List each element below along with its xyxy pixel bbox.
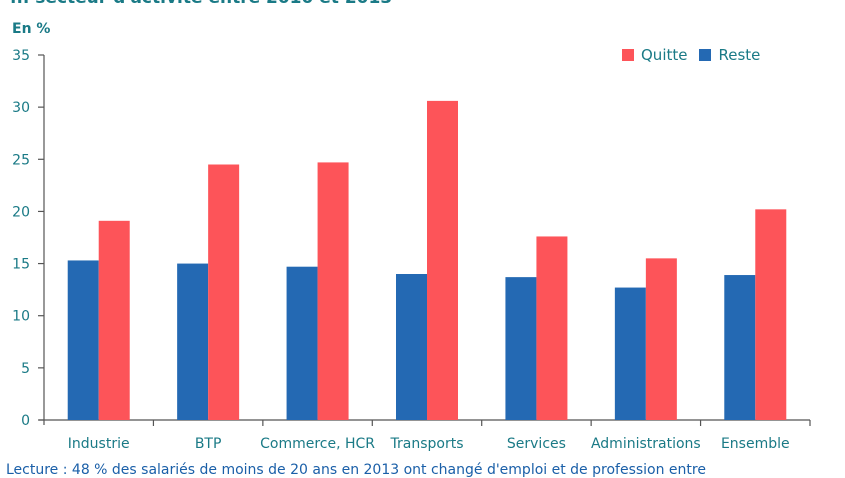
bar-reste-0: [67, 260, 99, 420]
x-tick-label: BTP: [195, 436, 222, 452]
bar-quitte-5: [645, 258, 677, 420]
x-tick-label: Transports: [390, 436, 464, 452]
y-tick-label: 30: [12, 100, 30, 116]
bar-reste-6: [724, 275, 756, 420]
legend-label-quitte: Quitte: [641, 46, 688, 64]
legend-item-reste: Reste: [699, 46, 760, 64]
bar-reste-1: [177, 263, 209, 420]
chart-title: ... secteur d'activité entre 2010 et 201…: [10, 0, 392, 8]
x-tick-label: Services: [507, 436, 566, 452]
bar-quitte-1: [208, 164, 240, 420]
legend: Quitte Reste: [622, 46, 772, 64]
y-tick-label: 10: [12, 309, 30, 325]
bar-quitte-6: [755, 209, 787, 420]
y-tick-label: 25: [12, 152, 30, 168]
bar-quitte-2: [317, 162, 349, 420]
legend-item-quitte: Quitte: [622, 46, 687, 64]
bar-quitte-4: [536, 236, 568, 420]
x-tick-label: Ensemble: [721, 436, 790, 452]
tick-labels: 0 5 10 15 20 25 30 35 Industrie BTP Commerce, HCR T…: [12, 48, 789, 452]
legend-swatch-reste: [699, 49, 712, 61]
y-tick-label: 20: [12, 204, 30, 220]
bar-reste-5: [614, 287, 646, 420]
bar-reste-2: [286, 266, 318, 420]
y-tick-label: 15: [12, 257, 30, 273]
bar-reste-3: [396, 274, 427, 420]
x-tick-label: Industrie: [68, 436, 130, 452]
bar-quitte-0: [98, 220, 130, 420]
y-tick-label: 0: [21, 413, 30, 429]
bar-reste-4: [505, 277, 537, 420]
reading-note: Lecture : 48 % des salariés de moins de …: [6, 462, 706, 478]
y-axis-unit-label: En %: [12, 21, 51, 37]
y-tick-label: 35: [12, 48, 30, 64]
bars: [67, 100, 787, 420]
x-tick-label: Administrations: [591, 436, 701, 452]
y-tick-label: 5: [21, 361, 30, 377]
legend-label-reste: Reste: [718, 46, 761, 64]
bar-quitte-3: [427, 100, 458, 420]
x-tick-label: Commerce, HCR: [260, 436, 375, 452]
legend-swatch-quitte: [622, 49, 634, 61]
